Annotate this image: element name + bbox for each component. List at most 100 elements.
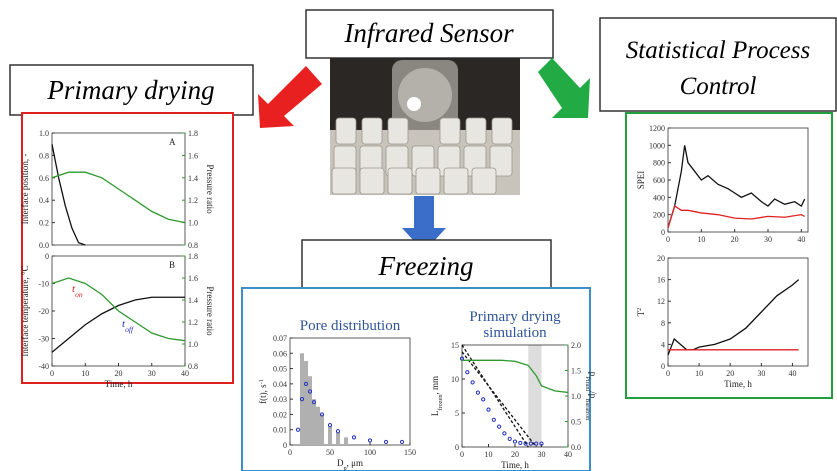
title-box [599,17,837,112]
point [383,439,389,445]
y2-tick-label: 1.0 [188,340,198,349]
x-tick-label: 20 [731,235,739,244]
x-tick-label: 40 [788,369,796,378]
y-axis-label: Interface temperature, °C [20,265,30,356]
y2-tick-label: 2.0 [571,341,581,350]
center-title: Infrared Sensor [343,18,514,48]
point [307,389,313,394]
y2-tick-label: 1.2 [188,318,198,327]
y-axis-label-part: L [430,411,440,417]
y-tick-label: 0.07 [273,334,287,343]
y2-axis-label: Pressure ratio [205,286,215,336]
point [534,441,539,446]
y2-tick-label: 1.8 [188,252,198,261]
y-axis-label-part: 2 [636,308,643,311]
y-tick-label: 0.2 [39,219,49,228]
x-tick-label: 10 [697,235,705,244]
point [512,439,518,444]
chart-title: Pore distribution [300,318,401,334]
y-tick-label: 20 [657,254,665,263]
point [351,435,357,440]
point [497,424,502,429]
y-tick-label: 0 [283,441,287,450]
series-line [51,277,186,342]
x-axis-label-part: D [337,458,344,468]
shaded-region [528,345,542,447]
x-tick-label: 40 [797,235,805,244]
bar [344,437,348,445]
y-tick-label: 15 [451,341,459,350]
point [470,380,475,385]
x-tick-label: 30 [148,369,156,378]
panel-label: A [169,137,176,147]
x-tick-label: 0 [666,235,670,244]
annotation-part: off [125,325,135,334]
y-tick-label: 4 [661,340,665,349]
y-tick-label: 16 [657,276,665,285]
y-axis-label-part: f(t), s [258,384,268,404]
x-tick-label: 10 [695,369,703,378]
point [319,412,325,417]
chart-title: simulation [483,325,547,341]
annotation: ton [72,283,83,299]
y-axis-label-part: -1 [258,379,265,384]
point [327,423,333,428]
arrow-green [538,58,590,118]
x-axis-label: Time, h [105,379,133,389]
chart-title: Primary drying [469,309,561,325]
spc-title: Control [680,73,757,100]
y-tick-label: 5 [455,409,459,418]
plot-frame [667,257,809,367]
y2-axis-label-part: p [588,372,598,377]
point [303,381,309,386]
y2-tick-label: 1.4 [188,296,198,305]
y-tick-label: 0.02 [273,410,287,419]
spc-title: Statistical Process [626,37,810,64]
freezing-title: Freezing [378,251,474,281]
y2-axis-label-part: Baratron [585,398,592,421]
series-line [461,344,529,448]
x-tick-label: 150 [404,448,416,457]
y2-tick-label: 1.6 [188,274,198,283]
sensor-photo [330,58,520,195]
x-tick-label: 30 [764,235,772,244]
y-tick-label: 400 [653,193,665,202]
y-tick-label: 8 [661,319,665,328]
point [486,407,491,412]
series-line [51,144,86,246]
series-line [667,279,800,356]
annotation-part: on [75,290,83,299]
y-tick-label: -40 [38,362,49,371]
y-tick-label: 10 [451,375,459,384]
y-tick-label: 1200 [649,124,665,133]
bar [316,406,320,445]
annotation-part: t [72,283,76,295]
x-axis-label-part: p [344,465,347,471]
series-line [461,351,537,448]
y-tick-label: 0.8 [39,151,49,160]
y2-tick-label: 0.8 [188,241,198,250]
bar [320,414,324,445]
y-tick-label: -10 [38,280,49,289]
x-tick-label: 100 [364,448,376,457]
y2-tick-label: 0.8 [188,362,198,371]
y2-axis-label: Pressure ratio [205,164,215,214]
y2-tick-label: 1.5 [571,367,581,376]
y-tick-label: 0.03 [273,395,287,404]
point [335,429,341,434]
x-tick-label: 0 [460,450,464,459]
y-tick-label: -30 [38,335,49,344]
y2-tick-label: 1.6 [188,151,198,160]
x-tick-label: 20 [511,450,519,459]
title-box [9,64,254,116]
x-tick-label: 20 [726,369,734,378]
primary-drying-title: Primary drying [46,75,214,105]
bar [300,353,304,445]
point [539,441,544,446]
arrow-red [258,66,322,128]
point [507,436,512,441]
annotation-part: t [122,318,126,330]
y-axis-label: T2 [636,308,647,317]
